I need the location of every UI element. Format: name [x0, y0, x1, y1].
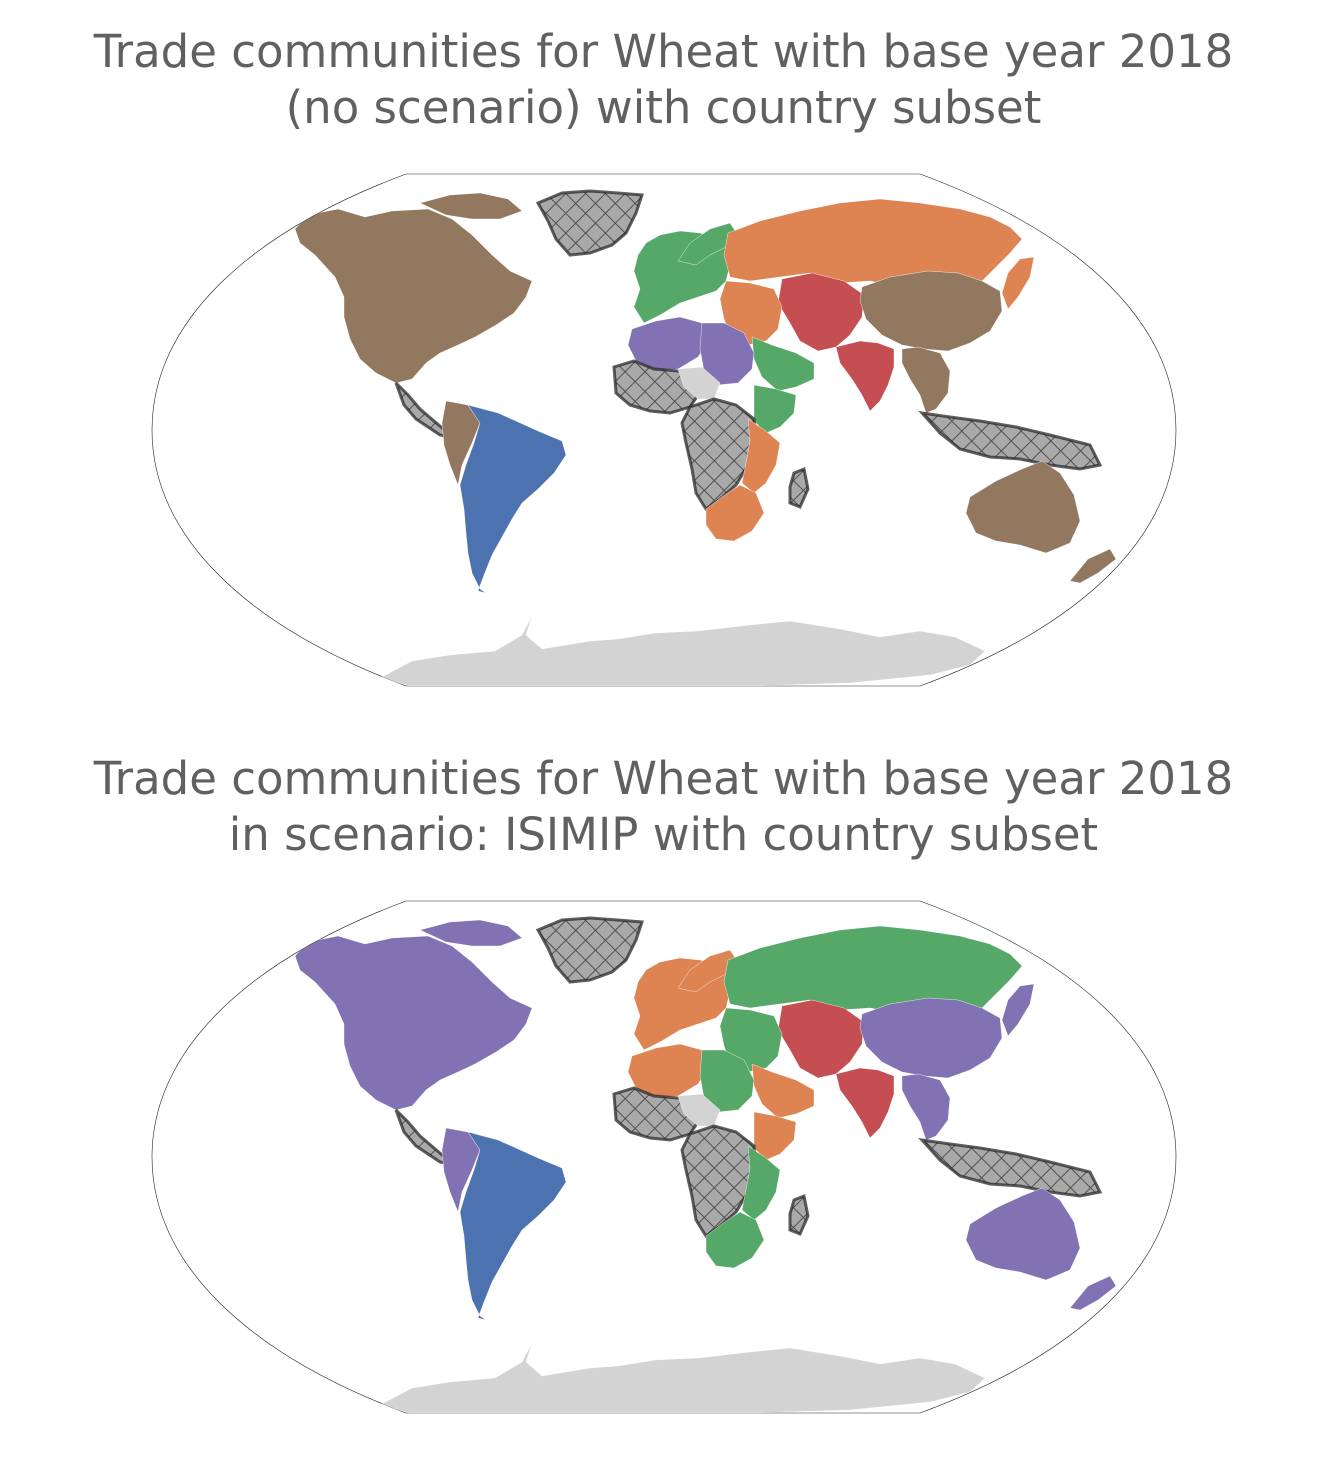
region-north-africa-east: [699, 1049, 755, 1113]
region-horn-of-africa: [753, 384, 797, 434]
map-title-line2: (no scenario) with country subset: [285, 81, 1042, 134]
region-indonesia: [918, 410, 1103, 471]
region-north-america: [294, 208, 533, 384]
region-canada-islands: [419, 919, 523, 947]
region-north-africa-east: [699, 322, 755, 386]
region-antarctica: [379, 1342, 986, 1413]
region-india: [835, 1067, 895, 1139]
region-new-zealand: [1069, 548, 1117, 584]
region-madagascar: [788, 466, 810, 509]
map-title-line2: in scenario: ISIMIP with country subset: [228, 808, 1099, 861]
region-antarctica: [379, 615, 986, 686]
region-indonesia: [918, 1137, 1103, 1198]
map-title-line1: Trade communities for Wheat with base ye…: [93, 752, 1234, 805]
region-central-africa: [680, 1124, 758, 1239]
world-map: [151, 900, 1177, 1414]
region-japan: [1001, 983, 1035, 1037]
region-east-africa: [741, 418, 781, 494]
region-china: [859, 997, 1003, 1079]
region-south-america: [459, 404, 567, 594]
region-south-america: [459, 1131, 567, 1321]
region-arabia: [751, 1063, 815, 1119]
region-horn-of-africa: [753, 1111, 797, 1161]
region-north-africa-west: [627, 316, 711, 372]
region-central-africa: [680, 397, 758, 512]
region-southern-africa: [705, 1211, 765, 1269]
region-russia: [723, 925, 1023, 1019]
region-southern-africa: [705, 484, 765, 542]
world-map: [151, 173, 1177, 687]
region-australia: [965, 460, 1081, 554]
region-canada-islands: [419, 192, 523, 220]
region-north-africa-west: [627, 1043, 711, 1099]
map-title-line1: Trade communities for Wheat with base ye…: [93, 25, 1234, 78]
region-madagascar: [788, 1193, 810, 1236]
region-japan: [1001, 256, 1035, 310]
region-central-asia: [777, 999, 865, 1079]
region-north-america: [294, 935, 533, 1111]
region-greenland: [535, 189, 645, 257]
region-arabia: [751, 336, 815, 392]
region-central-asia: [777, 272, 865, 352]
region-new-zealand: [1069, 1275, 1117, 1311]
region-russia: [723, 198, 1023, 292]
region-greenland: [535, 916, 645, 984]
region-southeast-asia: [901, 1073, 951, 1141]
region-southeast-asia: [901, 346, 951, 414]
region-china: [859, 270, 1003, 352]
region-india: [835, 340, 895, 412]
region-east-africa: [741, 1145, 781, 1221]
region-australia: [965, 1187, 1081, 1281]
